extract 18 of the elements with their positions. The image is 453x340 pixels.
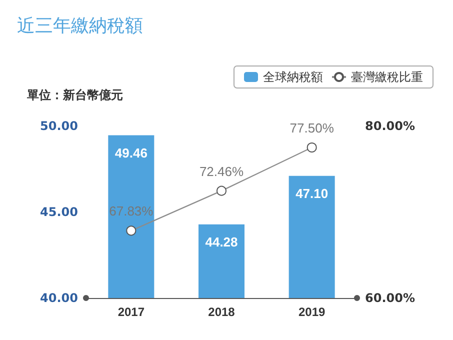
- data-label: 77.50%: [290, 120, 334, 136]
- chart-title: 近三年繳納稅額: [17, 16, 143, 36]
- y-tick-label: 40.00: [40, 291, 78, 305]
- data-label: 72.46%: [199, 164, 244, 179]
- data-label: 44.28: [205, 234, 238, 250]
- legend-label: 全球納稅額: [263, 70, 323, 84]
- data-label: 67.83%: [109, 204, 154, 219]
- data-label: 49.46: [114, 145, 148, 160]
- y2-tick-label: 80.00%: [365, 119, 415, 133]
- x-tick-label: 2017: [118, 305, 145, 319]
- y-tick-label: 50.00: [40, 119, 78, 133]
- x-tick-label: 2018: [208, 305, 236, 319]
- y2-tick-label: 60.00%: [365, 291, 415, 305]
- x-tick-label: 2019: [298, 305, 326, 319]
- y-axis-title: 單位：新台幣億元: [26, 88, 123, 102]
- y-tick-label: 45.00: [40, 205, 78, 219]
- data-label: 47.10: [296, 186, 328, 201]
- legend-label: 臺灣繳稅比重: [351, 70, 423, 84]
